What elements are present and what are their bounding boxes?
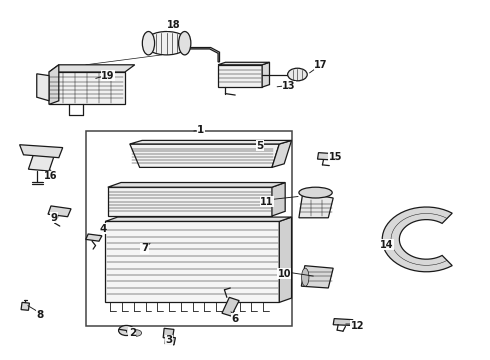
Ellipse shape	[143, 31, 155, 55]
Ellipse shape	[299, 187, 332, 198]
Polygon shape	[108, 187, 272, 216]
Text: 2: 2	[129, 328, 136, 338]
Polygon shape	[262, 62, 270, 87]
Polygon shape	[165, 337, 175, 345]
Text: 8: 8	[37, 310, 44, 320]
Polygon shape	[105, 221, 279, 302]
Text: 17: 17	[314, 60, 328, 70]
Text: 13: 13	[282, 81, 296, 91]
Bar	[86, 131, 292, 326]
Polygon shape	[218, 65, 262, 87]
Polygon shape	[108, 183, 285, 187]
Polygon shape	[272, 140, 292, 167]
Ellipse shape	[178, 31, 191, 55]
Ellipse shape	[301, 268, 309, 286]
Text: 9: 9	[50, 213, 57, 223]
Text: 6: 6	[232, 314, 239, 324]
Text: 1: 1	[197, 125, 204, 135]
Polygon shape	[186, 48, 220, 62]
Text: 16: 16	[44, 171, 57, 181]
Polygon shape	[382, 207, 452, 272]
Ellipse shape	[119, 325, 134, 336]
Polygon shape	[28, 155, 54, 171]
Polygon shape	[218, 62, 270, 65]
Polygon shape	[48, 206, 71, 217]
Polygon shape	[272, 183, 285, 216]
Polygon shape	[37, 74, 49, 101]
Polygon shape	[130, 144, 279, 167]
Polygon shape	[130, 140, 292, 144]
Text: 19: 19	[101, 71, 115, 81]
Text: 10: 10	[277, 269, 291, 279]
Text: 7: 7	[141, 243, 148, 253]
Ellipse shape	[288, 68, 307, 81]
Text: 5: 5	[256, 141, 263, 151]
Polygon shape	[222, 297, 239, 316]
Polygon shape	[333, 319, 353, 325]
Text: 3: 3	[166, 335, 172, 345]
Text: 4: 4	[99, 224, 107, 234]
Polygon shape	[301, 266, 333, 288]
Polygon shape	[279, 217, 292, 302]
Text: 14: 14	[380, 240, 394, 250]
Polygon shape	[86, 234, 102, 241]
Polygon shape	[21, 302, 29, 310]
Text: 18: 18	[167, 20, 181, 30]
Polygon shape	[49, 65, 135, 72]
Polygon shape	[163, 328, 174, 338]
Text: 15: 15	[329, 152, 343, 162]
Polygon shape	[49, 72, 125, 104]
Text: 11: 11	[260, 197, 274, 207]
Polygon shape	[318, 153, 341, 160]
Text: 12: 12	[351, 321, 365, 331]
Ellipse shape	[145, 31, 189, 55]
Polygon shape	[299, 193, 333, 218]
Ellipse shape	[131, 330, 142, 336]
Polygon shape	[20, 145, 63, 158]
Polygon shape	[49, 65, 59, 104]
Polygon shape	[105, 217, 292, 221]
